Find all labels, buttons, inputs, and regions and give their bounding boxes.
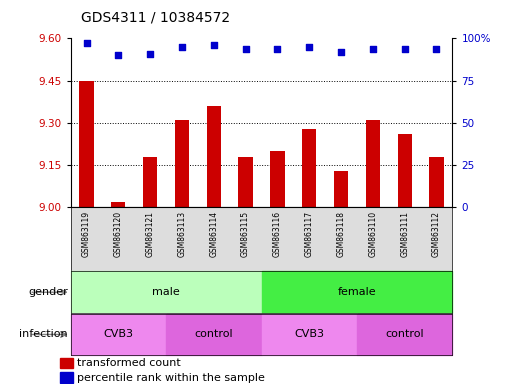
Bar [262, 314, 357, 355]
Point [401, 45, 409, 51]
Text: percentile rank within the sample: percentile rank within the sample [77, 372, 265, 383]
Bar [366, 120, 380, 207]
Bar [175, 120, 189, 207]
Text: GSM863115: GSM863115 [241, 210, 250, 257]
Bar [302, 129, 316, 207]
Bar [60, 372, 73, 382]
Bar [166, 314, 262, 355]
Bar [238, 157, 253, 207]
Text: transformed count: transformed count [77, 358, 181, 368]
Text: male: male [152, 287, 180, 297]
Bar [79, 81, 94, 207]
Text: GSM863114: GSM863114 [209, 210, 218, 257]
Text: GSM863121: GSM863121 [145, 210, 155, 257]
Text: control: control [385, 329, 424, 339]
Bar [71, 271, 262, 313]
Text: GSM863110: GSM863110 [368, 210, 378, 257]
Bar [397, 134, 412, 207]
Point [273, 45, 281, 51]
Point [114, 52, 122, 58]
Bar [207, 106, 221, 207]
Text: GSM863119: GSM863119 [82, 210, 91, 257]
Point [305, 44, 313, 50]
Point [369, 45, 377, 51]
Text: GSM863116: GSM863116 [273, 210, 282, 257]
Bar [270, 151, 285, 207]
Point [146, 51, 154, 57]
Point [82, 40, 90, 46]
Text: GSM863117: GSM863117 [305, 210, 314, 257]
Text: GDS4311 / 10384572: GDS4311 / 10384572 [81, 11, 230, 25]
Bar [71, 314, 166, 355]
Text: CVB3: CVB3 [294, 329, 324, 339]
Text: infection: infection [19, 329, 68, 339]
Point [210, 42, 218, 48]
Point [433, 45, 441, 51]
Bar [357, 314, 452, 355]
Point [242, 45, 250, 51]
Bar [60, 358, 73, 368]
Text: female: female [338, 287, 376, 297]
Text: GSM863112: GSM863112 [432, 210, 441, 257]
Text: GSM863118: GSM863118 [336, 210, 346, 257]
Bar [334, 171, 348, 207]
Text: GSM863113: GSM863113 [177, 210, 187, 257]
Text: control: control [195, 329, 233, 339]
Bar [429, 157, 444, 207]
Point [337, 49, 345, 55]
Text: gender: gender [28, 287, 68, 297]
Bar [143, 157, 157, 207]
Text: GSM863111: GSM863111 [400, 210, 409, 257]
Point [178, 44, 186, 50]
Bar [111, 202, 126, 207]
Text: CVB3: CVB3 [104, 329, 133, 339]
Text: GSM863120: GSM863120 [114, 210, 123, 257]
Bar [262, 271, 452, 313]
